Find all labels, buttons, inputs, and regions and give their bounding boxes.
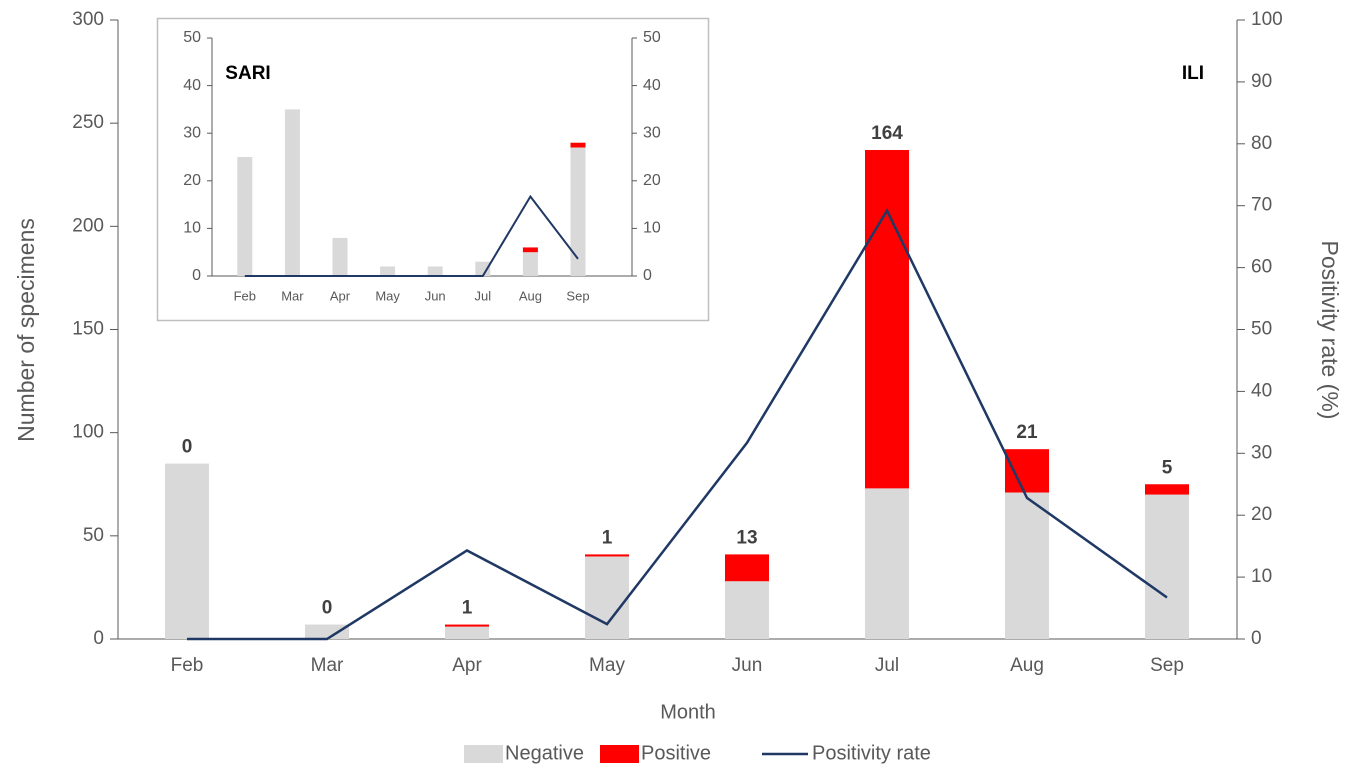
bar-segment bbox=[585, 556, 629, 639]
bar-segment bbox=[445, 626, 489, 639]
y2-tick-label: 100 bbox=[1251, 9, 1283, 30]
y-tick-label: 300 bbox=[72, 9, 104, 30]
y2-axis-title: Positivity rate (%) bbox=[1317, 241, 1343, 420]
bar-segment bbox=[1005, 449, 1049, 493]
y-tick-label: 100 bbox=[72, 422, 104, 443]
y2-tick-label: 80 bbox=[1251, 133, 1272, 154]
data-label: 1 bbox=[602, 527, 613, 548]
x-tick-label: Sep bbox=[566, 288, 589, 303]
x-tick-label: Mar bbox=[281, 288, 304, 303]
y-tick-label: 50 bbox=[83, 525, 104, 546]
x-tick-label: Jul bbox=[875, 655, 899, 676]
bar-segment bbox=[1005, 492, 1049, 639]
bar-segment bbox=[1145, 494, 1189, 639]
data-label: 0 bbox=[182, 437, 193, 458]
y-tick-label: 0 bbox=[93, 628, 104, 649]
y2-tick-label: 30 bbox=[643, 124, 661, 141]
y2-tick-label: 20 bbox=[1251, 504, 1272, 525]
x-tick-label: Jun bbox=[425, 288, 446, 303]
bar-segment bbox=[380, 266, 396, 276]
data-label: 1 bbox=[462, 598, 473, 619]
bar-segment bbox=[445, 624, 489, 627]
data-label: 164 bbox=[871, 123, 903, 144]
x-tick-label: Aug bbox=[1010, 655, 1044, 676]
y-tick-label: 200 bbox=[72, 215, 104, 236]
y2-tick-label: 40 bbox=[643, 77, 661, 94]
x-tick-label: Apr bbox=[330, 288, 351, 303]
bar-segment bbox=[570, 147, 586, 276]
data-label: 13 bbox=[736, 527, 757, 548]
bar-segment bbox=[585, 554, 629, 557]
x-tick-label: Feb bbox=[171, 655, 204, 676]
legend-swatch bbox=[600, 745, 639, 763]
bar-segment bbox=[522, 247, 538, 253]
y2-tick-label: 40 bbox=[1251, 380, 1272, 401]
x-tick-label: Sep bbox=[1150, 655, 1184, 676]
y-tick-label: 40 bbox=[183, 77, 201, 94]
bar-segment bbox=[522, 252, 538, 276]
y2-tick-label: 30 bbox=[1251, 442, 1272, 463]
bar-segment bbox=[305, 624, 349, 639]
bar-segment bbox=[865, 149, 909, 489]
y2-tick-label: 70 bbox=[1251, 195, 1272, 216]
legend-label: Negative bbox=[505, 742, 584, 764]
x-tick-label: May bbox=[375, 288, 400, 303]
y-tick-label: 250 bbox=[72, 112, 104, 133]
y-axis-title: Number of specimens bbox=[13, 218, 39, 442]
bar-segment bbox=[427, 266, 443, 276]
y-tick-label: 0 bbox=[192, 267, 201, 284]
bar-segment bbox=[570, 142, 586, 148]
data-label: 21 bbox=[1016, 422, 1038, 443]
bar-segment bbox=[475, 261, 491, 276]
y2-tick-label: 10 bbox=[643, 220, 661, 237]
annotation: ILI bbox=[1182, 63, 1204, 84]
data-label: 0 bbox=[322, 598, 333, 619]
bar-segment bbox=[284, 109, 300, 277]
x-tick-label: May bbox=[589, 655, 625, 676]
rate-line bbox=[244, 194, 579, 277]
y2-tick-label: 50 bbox=[1251, 319, 1272, 340]
x-axis-title: Month bbox=[660, 701, 716, 723]
bar-segment bbox=[1145, 484, 1189, 495]
x-tick-label: Mar bbox=[311, 655, 344, 676]
bar-segment bbox=[865, 488, 909, 639]
y-tick-label: 30 bbox=[183, 124, 201, 141]
legend-swatch bbox=[464, 745, 503, 763]
annotation: SARI bbox=[225, 63, 270, 84]
legend-label: Positive bbox=[641, 742, 711, 764]
x-tick-label: Aug bbox=[519, 288, 542, 303]
y2-tick-label: 90 bbox=[1251, 71, 1272, 92]
y2-tick-label: 50 bbox=[643, 29, 661, 46]
y2-tick-label: 0 bbox=[1251, 628, 1262, 649]
bar-segment bbox=[725, 554, 769, 582]
data-label: 5 bbox=[1162, 457, 1173, 478]
bar-segment bbox=[165, 463, 209, 639]
rate-line bbox=[187, 208, 1168, 641]
y-tick-label: 20 bbox=[183, 172, 201, 189]
y2-tick-label: 0 bbox=[643, 267, 652, 284]
y-tick-label: 50 bbox=[183, 29, 201, 46]
y2-tick-label: 20 bbox=[643, 172, 661, 189]
y2-tick-label: 60 bbox=[1251, 257, 1272, 278]
x-tick-label: Apr bbox=[452, 655, 482, 676]
y-tick-label: 10 bbox=[183, 220, 201, 237]
x-tick-label: Feb bbox=[234, 288, 256, 303]
bar-segment bbox=[725, 581, 769, 639]
bar-segment bbox=[237, 157, 253, 276]
bar-segment bbox=[332, 237, 348, 276]
x-tick-label: Jun bbox=[732, 655, 763, 676]
y-tick-label: 150 bbox=[72, 319, 104, 340]
y2-tick-label: 10 bbox=[1251, 566, 1272, 587]
legend-label: Positivity rate bbox=[812, 742, 931, 764]
x-tick-label: Jul bbox=[474, 288, 491, 303]
